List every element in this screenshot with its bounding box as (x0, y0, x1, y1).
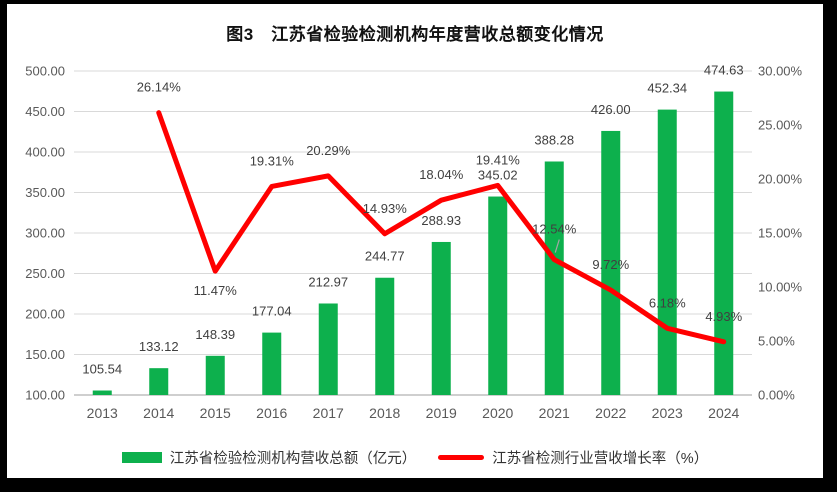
bar-2013 (92, 390, 112, 395)
bar-2016 (262, 332, 282, 395)
x-tick-2022: 2022 (595, 405, 626, 421)
bar-2018 (375, 277, 395, 395)
x-tick-2018: 2018 (369, 405, 400, 421)
y-left-tick: 400.00 (25, 145, 65, 160)
bar-label-2022: 426.00 (591, 102, 631, 117)
bar-label-2014: 133.12 (139, 339, 179, 354)
line-series-label: 江苏省检测行业营收增长率（%） (492, 451, 709, 467)
y-left-tick: 500.00 (25, 64, 65, 79)
y-right-tick: 20.00% (758, 172, 803, 187)
y-left-tick: 250.00 (25, 266, 65, 281)
legend: 江苏省检验检测机构营收总额（亿元） 江苏省检测行业营收增长率（%） (7, 447, 823, 468)
bar-series-swatch (121, 452, 162, 463)
label-leader-line (554, 239, 560, 253)
bar-label-2016: 177.04 (252, 304, 292, 319)
bar-2017 (318, 303, 338, 395)
x-tick-2014: 2014 (143, 405, 174, 421)
line-label-2016: 19.31% (250, 153, 295, 168)
bar-2020 (488, 196, 508, 395)
line-label-2022: 9.72% (592, 257, 629, 272)
y-right-tick: 30.00% (758, 64, 803, 79)
x-tick-2023: 2023 (652, 405, 683, 421)
x-tick-2015: 2015 (200, 405, 231, 421)
y-left-tick: 300.00 (25, 226, 65, 241)
x-tick-2019: 2019 (426, 405, 457, 421)
growth-rate-line (156, 110, 727, 345)
x-tick-2024: 2024 (708, 405, 739, 421)
bar-label-2019: 288.93 (421, 213, 461, 228)
bar-2024 (714, 91, 734, 396)
bar-label-2018: 244.77 (365, 249, 405, 264)
x-tick-2021: 2021 (539, 405, 570, 421)
line-label-2018: 14.93% (363, 201, 408, 216)
bar-2023 (657, 109, 677, 395)
y-right-tick: 5.00% (758, 334, 795, 349)
chart-title: 图3 江苏省检验检测机构年度营收总额变化情况 (226, 25, 604, 44)
bar-label-2013: 105.54 (82, 362, 122, 377)
x-tick-2017: 2017 (313, 405, 344, 421)
line-label-2020: 19.41% (476, 152, 521, 167)
y-left-tick: 200.00 (25, 307, 65, 322)
y-right-tick: 10.00% (758, 280, 803, 295)
bar-2021 (544, 161, 564, 395)
y-left-tick: 150.00 (25, 347, 65, 362)
chart-panel: 100.00 150.00 200.00 250.00 300.00 350.00 400.… (7, 4, 823, 478)
bar-2015 (205, 355, 225, 395)
bar-series-label: 江苏省检验检测机构营收总额（亿元） (169, 451, 417, 467)
bar-label-2023: 452.34 (647, 81, 687, 96)
bar-label-2015: 148.39 (195, 327, 235, 342)
y-left-tick: 350.00 (25, 185, 65, 200)
bar-2019 (431, 241, 451, 395)
bar-2014 (149, 368, 169, 395)
x-tick-2016: 2016 (256, 405, 287, 421)
legend-item-revenue: 江苏省检验检测机构营收总额（亿元） (121, 447, 417, 468)
bar-label-2024: 474.63 (704, 63, 744, 78)
y-right-tick: 15.00% (758, 226, 803, 241)
bar-label-2020: 345.02 (478, 168, 518, 183)
y-left-tick: 450.00 (25, 104, 65, 119)
line-label-2014: 26.14% (137, 80, 182, 95)
x-tick-2013: 2013 (87, 405, 118, 421)
x-tick-2020: 2020 (482, 405, 513, 421)
y-right-tick: 0.00% (758, 388, 795, 403)
bar-2022 (601, 130, 621, 395)
bar-label-2017: 212.97 (308, 274, 348, 289)
legend-item-growth: 江苏省检测行业营收增长率（%） (438, 447, 708, 468)
y-left-tick: 100.00 (25, 388, 65, 403)
line-label-2015: 11.47% (194, 283, 238, 298)
line-label-2024: 4.93% (705, 309, 742, 324)
line-label-2017: 20.29% (306, 143, 351, 158)
line-label-2021: 12.54% (532, 222, 577, 237)
bar-label-2021: 388.28 (534, 132, 574, 147)
chart-canvas: 100.00 150.00 200.00 250.00 300.00 350.00 400.… (25, 63, 803, 421)
y-right-tick: 25.00% (758, 118, 803, 133)
line-series-swatch (438, 455, 485, 460)
line-label-2019: 18.04% (419, 167, 464, 182)
line-label-2023: 6.18% (649, 295, 686, 310)
